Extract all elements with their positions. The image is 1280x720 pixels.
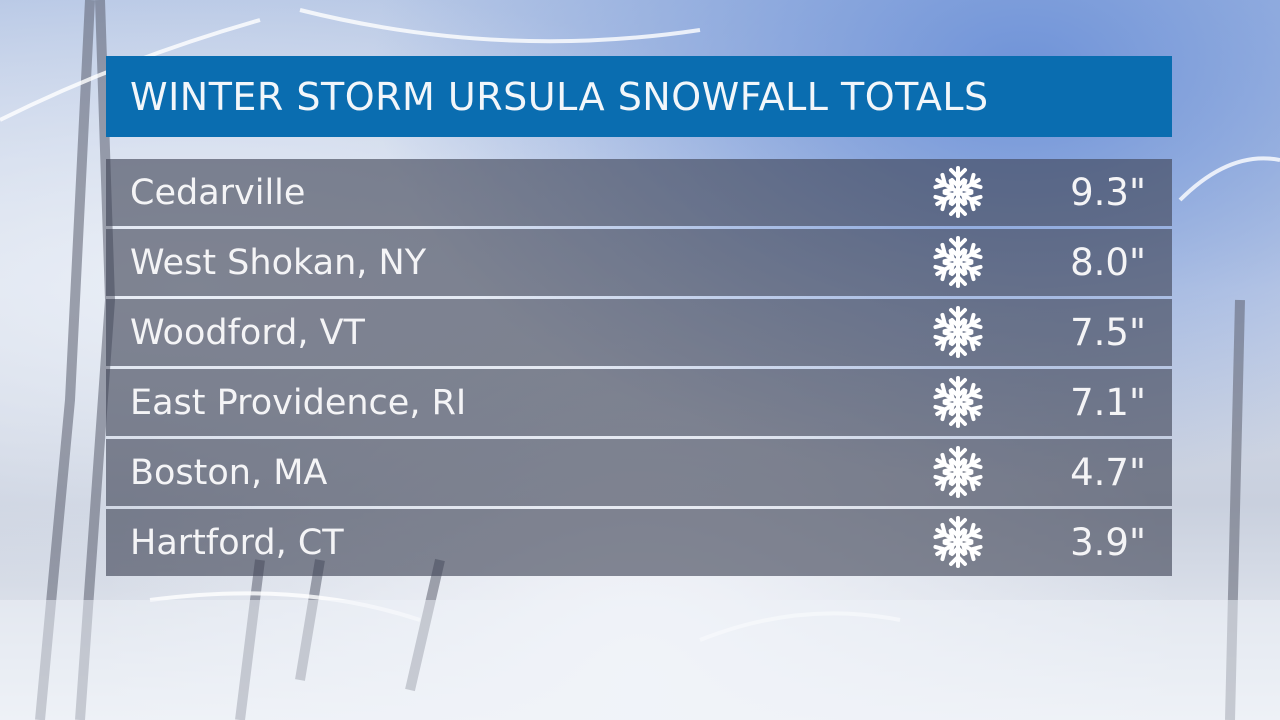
location-name: West Shokan, NY: [130, 242, 427, 283]
table-row: East Providence, RI 7.1": [106, 369, 1172, 436]
table-row: West Shokan, NY 8.0": [106, 229, 1172, 296]
chart-title: WINTER STORM URSULA SNOWFALL TOTALS: [130, 74, 989, 119]
snowflake-icon: [932, 306, 984, 358]
table-row: Woodford, VT 7.5": [106, 299, 1172, 366]
location-name: Woodford, VT: [130, 312, 365, 353]
snowflake-icon: [932, 446, 984, 498]
location-name: Boston, MA: [130, 452, 328, 493]
snowflake-icon: [932, 516, 984, 568]
snowflake-icon: [932, 166, 984, 218]
table-row: Hartford, CT 3.9": [106, 509, 1172, 576]
snowflake-icon: [932, 376, 984, 428]
location-name: Hartford, CT: [130, 522, 344, 563]
snowflake-icon: [932, 236, 984, 288]
table-row: Cedarville 9.3": [106, 159, 1172, 226]
snowfall-value: 9.3": [1070, 171, 1146, 214]
table-row: Boston, MA 4.7": [106, 439, 1172, 506]
location-name: Cedarville: [130, 172, 306, 213]
location-name: East Providence, RI: [130, 382, 467, 423]
snowfall-value: 4.7": [1070, 451, 1146, 494]
title-banner: WINTER STORM URSULA SNOWFALL TOTALS: [106, 56, 1172, 137]
snowfall-value: 3.9": [1070, 521, 1146, 564]
snowfall-value: 8.0": [1070, 241, 1146, 284]
snowfall-value: 7.1": [1070, 381, 1146, 424]
snowfall-value: 7.5": [1070, 311, 1146, 354]
